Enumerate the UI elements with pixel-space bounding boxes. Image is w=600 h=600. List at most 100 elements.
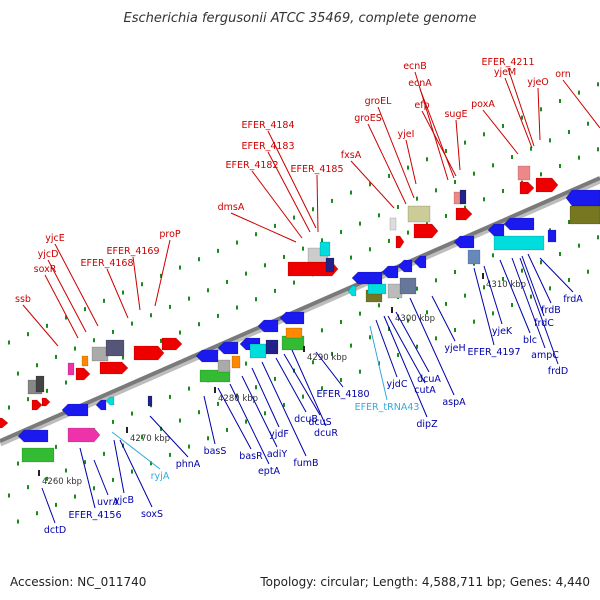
gene-label-fumb[interactable]: fumB xyxy=(293,458,318,469)
gene-label-bass[interactable]: basS xyxy=(204,446,227,457)
gene-feature[interactable] xyxy=(91,346,109,362)
gene-feature[interactable] xyxy=(407,205,431,223)
gene-label-dipz[interactable]: dipZ xyxy=(416,419,438,430)
gene-label-efer-4182[interactable]: EFER_4182 xyxy=(226,160,279,171)
gene-feature[interactable] xyxy=(565,189,600,207)
gene-label-frdd[interactable]: frdD xyxy=(548,366,568,377)
gene-label-efer-trna43[interactable]: EFER_tRNA43 xyxy=(355,402,420,413)
gene-label-efer-4180[interactable]: EFER_4180 xyxy=(317,389,370,400)
gene-label-efer-4169[interactable]: EFER_4169 xyxy=(107,246,160,257)
gene-label-suge[interactable]: sugE xyxy=(444,109,467,120)
gene-feature[interactable] xyxy=(397,259,413,273)
gene-feature[interactable] xyxy=(161,337,183,351)
gene-label-cuta[interactable]: cutA xyxy=(414,385,436,396)
gene-feature[interactable] xyxy=(459,189,467,205)
gene-label-ampc[interactable]: ampC xyxy=(531,350,559,361)
gene-feature[interactable] xyxy=(105,396,115,406)
gene-label-efer-4168[interactable]: EFER_4168 xyxy=(81,258,134,269)
gene-label-ecna[interactable]: ecnA xyxy=(408,78,432,89)
gene-label-soxs[interactable]: soxS xyxy=(141,509,163,520)
gene-label-orn[interactable]: orn xyxy=(555,69,571,80)
gene-feature[interactable] xyxy=(517,165,531,181)
gene-feature[interactable] xyxy=(231,355,241,369)
gene-label-yjek[interactable]: yjeK xyxy=(492,326,513,337)
gene-label-efer-4156[interactable]: EFER_4156 xyxy=(69,510,122,521)
gene-feature[interactable] xyxy=(325,257,335,273)
gene-feature[interactable] xyxy=(31,399,43,411)
gene-label-ssb[interactable]: ssb xyxy=(15,294,31,305)
gene-feature[interactable] xyxy=(217,359,231,373)
gene-label-dmsa[interactable]: dmsA xyxy=(218,202,245,213)
gene-label-efp[interactable]: efp xyxy=(414,100,429,111)
gene-label-efer-4183[interactable]: EFER_4183 xyxy=(242,141,295,152)
gene-feature[interactable] xyxy=(265,339,279,355)
gene-feature[interactable] xyxy=(347,285,357,297)
gene-feature[interactable] xyxy=(547,229,557,243)
gene-label-aspa[interactable]: aspA xyxy=(442,397,466,408)
gene-label-soxr[interactable]: soxR xyxy=(34,264,57,275)
gene-feature[interactable] xyxy=(35,375,45,393)
gene-feature[interactable] xyxy=(467,249,481,265)
gene-feature[interactable] xyxy=(199,369,231,383)
gene-label-ryja[interactable]: ryjA xyxy=(151,471,170,482)
gene-label-uvra[interactable]: uvrA xyxy=(97,497,120,508)
gene-label-yjce[interactable]: yjcE xyxy=(45,233,65,244)
gene-feature[interactable] xyxy=(257,319,279,333)
gene-feature[interactable] xyxy=(413,255,427,269)
gene-label-groel[interactable]: groEL xyxy=(365,96,393,107)
gene-feature[interactable] xyxy=(413,223,439,239)
gene-label-efer-4185[interactable]: EFER_4185 xyxy=(291,164,344,175)
gene-feature[interactable] xyxy=(389,217,397,231)
gene-feature[interactable] xyxy=(367,283,387,295)
gene-label-dcus[interactable]: dcuS xyxy=(308,417,331,428)
gene-feature[interactable] xyxy=(249,343,267,359)
gene-feature[interactable] xyxy=(105,339,125,357)
gene-feature[interactable] xyxy=(569,205,600,225)
gene-feature[interactable] xyxy=(75,367,91,381)
gene-label-adiy[interactable]: adiY xyxy=(267,449,287,460)
gene-label-frdc[interactable]: frdC xyxy=(534,318,554,329)
gene-feature[interactable] xyxy=(217,341,239,355)
gene-feature[interactable] xyxy=(61,403,89,417)
gene-label-yjeh[interactable]: yjeH xyxy=(444,343,465,354)
gene-label-dcua[interactable]: dcuA xyxy=(417,374,441,385)
gene-feature[interactable] xyxy=(285,327,303,339)
gene-label-blc[interactable]: blc xyxy=(523,335,537,346)
gene-feature[interactable] xyxy=(503,217,535,231)
gene-label-dcur[interactable]: dcuR xyxy=(314,428,338,439)
gene-feature[interactable] xyxy=(133,345,165,361)
gene-feature[interactable] xyxy=(195,349,219,363)
gene-feature[interactable] xyxy=(147,395,153,407)
gene-feature[interactable] xyxy=(17,429,49,443)
gene-feature[interactable] xyxy=(399,277,417,295)
gene-label-efer-4197[interactable]: EFER_4197 xyxy=(468,347,521,358)
gene-feature[interactable] xyxy=(453,235,475,249)
gene-label-frdb[interactable]: frdB xyxy=(541,305,561,316)
gene-feature[interactable] xyxy=(381,265,399,279)
gene-label-frda[interactable]: frdA xyxy=(563,294,583,305)
gene-label-yjdf[interactable]: yjdF xyxy=(269,429,289,440)
gene-feature[interactable] xyxy=(0,417,9,429)
gene-label-prop[interactable]: proP xyxy=(159,229,181,240)
gene-label-basr[interactable]: basR xyxy=(239,451,263,462)
gene-label-efer-4184[interactable]: EFER_4184 xyxy=(242,120,295,131)
gene-label-epta[interactable]: eptA xyxy=(258,466,281,477)
gene-feature[interactable] xyxy=(67,362,75,376)
gene-label-dctd[interactable]: dctD xyxy=(44,525,66,536)
gene-label-groes[interactable]: groES xyxy=(354,113,382,124)
gene-feature[interactable] xyxy=(519,181,535,195)
gene-label-yjei[interactable]: yjeI xyxy=(398,129,415,140)
gene-label-dcub[interactable]: dcuB xyxy=(294,414,318,425)
gene-label-fxsa[interactable]: fxsA xyxy=(341,150,362,161)
gene-feature[interactable] xyxy=(99,361,129,375)
gene-label-poxa[interactable]: poxA xyxy=(471,99,495,110)
gene-label-yjcd[interactable]: yjcD xyxy=(38,249,59,260)
gene-feature[interactable] xyxy=(81,355,89,367)
gene-feature[interactable] xyxy=(493,235,545,251)
gene-feature[interactable] xyxy=(319,241,331,257)
gene-label-yjcb[interactable]: yjcB xyxy=(114,495,134,506)
gene-feature[interactable] xyxy=(351,271,383,285)
gene-feature[interactable] xyxy=(279,311,305,325)
gene-feature[interactable] xyxy=(395,235,405,249)
gene-label-yjem[interactable]: yjeM xyxy=(494,67,516,78)
